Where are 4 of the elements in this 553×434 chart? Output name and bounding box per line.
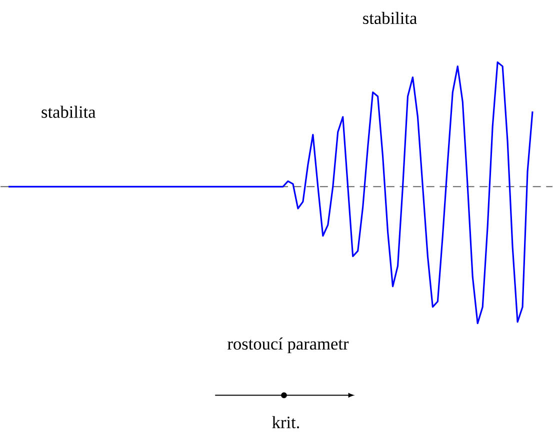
text: krit. [272,416,300,428]
text: stabilita [363,12,417,24]
annotation: stabilita [42,106,96,118]
text: rostoucí parametr [228,337,349,354]
